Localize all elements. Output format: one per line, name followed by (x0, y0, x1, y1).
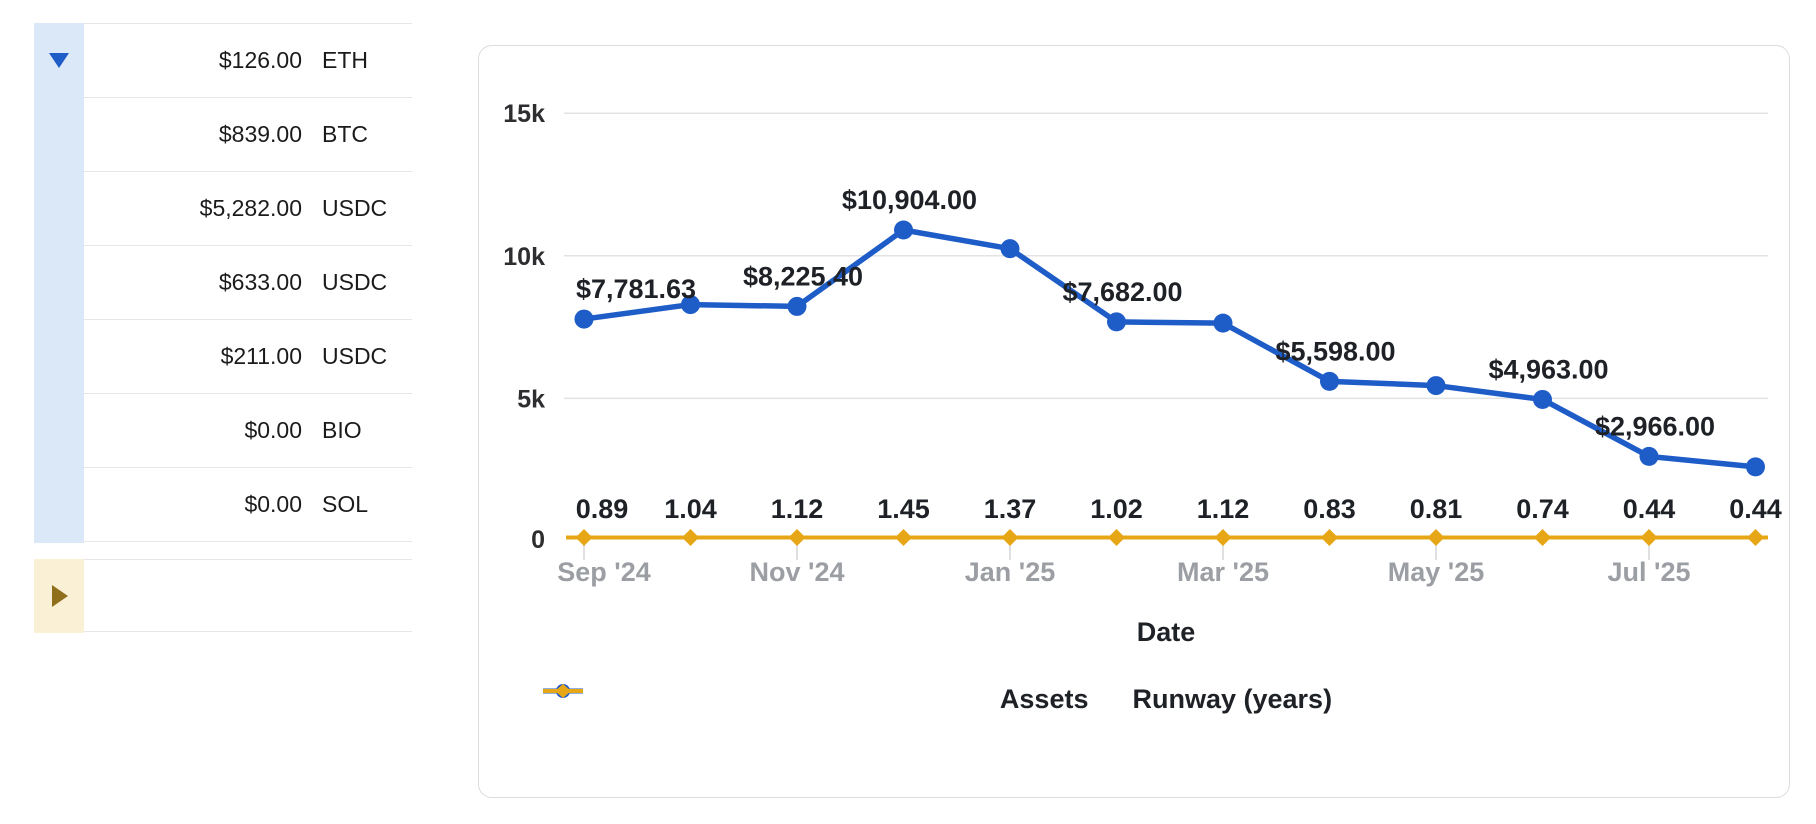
x-axis-tick-label: May '25 (1388, 557, 1484, 587)
x-axis-tick-label: Jul '25 (1608, 557, 1691, 587)
assets-runway-line-chart: 15k 10k 5k 0 Sep '24 Nov '24 Jan '25 Mar '25 May… (503, 100, 1782, 587)
table-row[interactable]: $5,282.00 USDC (34, 172, 412, 246)
ticker-cell: USDC (322, 195, 388, 221)
runway-data-point-marker[interactable] (1427, 529, 1445, 546)
runway-data-labels: 0.89 1.04 1.12 1.45 1.37 1.02 1.12 0.83 0.81 0.74… (576, 494, 1782, 524)
runway-data-point-marker[interactable] (1001, 529, 1019, 546)
y-axis-tick-label: 10k (503, 243, 545, 271)
amount-cell: $633.00 (218, 269, 302, 295)
runway-data-point-marker[interactable] (575, 529, 593, 546)
assets-data-point-marker[interactable] (1746, 457, 1765, 477)
runway-data-label: 1.37 (984, 494, 1037, 524)
runway-data-label: 1.45 (877, 494, 930, 524)
assets-data-point-marker[interactable] (1639, 446, 1659, 466)
assets-data-label: $5,598.00 (1275, 336, 1395, 366)
y-axis-tick-label: 5k (517, 385, 545, 413)
assets-data-point-marker[interactable] (574, 309, 594, 329)
expand-cell[interactable] (34, 558, 84, 633)
runway-data-label: 0.81 (1410, 494, 1463, 524)
x-axis-title-label: Date (1136, 617, 1196, 647)
runway-data-label: 0.83 (1303, 494, 1356, 524)
table-row[interactable]: $633.00 USDC (34, 246, 412, 320)
assets-data-label: $7,682.00 (1062, 277, 1182, 307)
assets-data-label: $4,963.00 (1488, 354, 1608, 384)
runway-series-line (566, 529, 1768, 546)
table-row[interactable]: $126.00 ETH (34, 24, 412, 98)
row-header-strip (34, 22, 84, 543)
legend-label-runway: Runway (years) (1132, 684, 1333, 714)
assets-data-point-marker[interactable] (1533, 389, 1552, 409)
y-axis-tick-label: 15k (503, 100, 545, 128)
assets-data-label: $8,225.40 (743, 261, 863, 291)
assets-data-point-marker[interactable] (1426, 376, 1446, 396)
ticker-cell: ETH (322, 47, 368, 73)
amount-cell: $126.00 (218, 47, 302, 73)
runway-data-label: 0.44 (1729, 494, 1782, 524)
runway-data-point-marker[interactable] (788, 529, 806, 546)
ticker-cell: USDC (322, 269, 388, 295)
legend-label-assets: Assets (999, 684, 1089, 714)
token-balances-table: $126.00 ETH $839.00 BTC $5,282.00 USDC $633.00… (34, 22, 412, 543)
chart-legend: Assets Runway (years) (541, 684, 1791, 715)
assets-data-point-marker[interactable] (787, 296, 807, 316)
assets-data-point-marker[interactable] (681, 295, 700, 315)
runway-data-label: 1.12 (771, 494, 824, 524)
assets-data-label: $2,966.00 (1595, 411, 1715, 441)
y-axis-grid: 15k 10k 5k 0 (503, 100, 1768, 554)
y-axis-tick-label: 0 (531, 526, 545, 554)
runway-data-point-marker[interactable] (1108, 529, 1125, 546)
runway-data-label: 0.74 (1516, 494, 1569, 524)
assets-data-labels: $7,781.63 $8,225.40 $10,904.00 $7,682.00 $5,… (576, 185, 1715, 441)
ticker-cell: BIO (322, 417, 362, 443)
ticker-cell: SOL (322, 491, 369, 517)
x-axis-tick-label: Mar '25 (1177, 557, 1269, 587)
runway-data-label: 1.02 (1090, 494, 1143, 524)
runway-data-point-marker[interactable] (895, 529, 912, 546)
triangle-right-icon expand-button[interactable] (52, 584, 68, 607)
x-axis-tick-label: Nov '24 (750, 557, 845, 587)
assets-data-label: $7,781.63 (576, 274, 696, 304)
assets-data-point-marker[interactable] (1320, 371, 1339, 391)
runway-data-point-marker[interactable] (1321, 529, 1338, 546)
runway-data-point-marker[interactable] (682, 529, 699, 546)
runway-data-point-marker[interactable] (1534, 529, 1551, 546)
assets-data-label: $10,904.00 (842, 185, 977, 215)
x-axis: Sep '24 Nov '24 Jan '25 Mar '25 May '25 Jul '… (557, 542, 1690, 587)
runway-data-point-marker[interactable] (1214, 529, 1232, 546)
runway-chart-card: 15k 10k 5k 0 Sep '24 Nov '24 Jan '25 Mar '25 May… (478, 45, 1790, 798)
runway-data-label: 0.89 (576, 494, 629, 524)
runway-data-label: 1.04 (664, 494, 717, 524)
amount-cell: $5,282.00 (199, 195, 302, 221)
triangle-down-icon collapse-button[interactable] (49, 52, 69, 68)
amount-cell: $0.00 (244, 491, 302, 517)
amount-cell: $839.00 (218, 121, 302, 147)
x-axis-title: Date (541, 617, 1791, 648)
assets-series-line (574, 220, 1765, 477)
amount-cell: $0.00 (244, 417, 302, 443)
runway-data-point-marker[interactable] (1640, 529, 1658, 546)
legend-item-runway[interactable]: Runway (years) (543, 684, 1333, 715)
table-row[interactable]: $211.00 USDC (34, 320, 412, 394)
assets-data-point-marker[interactable] (894, 220, 913, 240)
assets-data-point-marker[interactable] (1000, 239, 1020, 259)
runway-data-label: 0.44 (1623, 494, 1676, 524)
x-axis-tick-label: Sep '24 (557, 557, 650, 587)
runway-legend-marker-icon (543, 684, 583, 698)
ticker-cell: BTC (322, 121, 368, 147)
runway-data-label: 1.12 (1197, 494, 1250, 524)
legend-item-assets[interactable]: Assets (543, 684, 1089, 715)
assets-data-point-marker[interactable] (1213, 313, 1233, 333)
amount-cell: $211.00 (220, 343, 302, 369)
table-row[interactable]: $0.00 SOL (34, 468, 412, 541)
table-row[interactable]: $0.00 BIO (34, 394, 412, 468)
ticker-cell: USDC (322, 343, 388, 369)
collapsed-group-row (34, 558, 412, 633)
assets-data-point-marker[interactable] (1107, 312, 1126, 332)
runway-data-point-marker[interactable] (1747, 529, 1764, 546)
table-row[interactable]: $839.00 BTC (34, 98, 412, 172)
x-axis-tick-label: Jan '25 (965, 557, 1055, 587)
